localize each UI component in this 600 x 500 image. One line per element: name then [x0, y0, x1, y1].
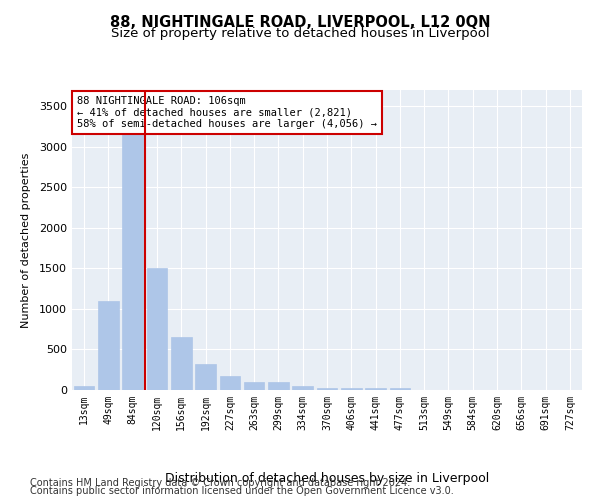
Text: Contains HM Land Registry data © Crown copyright and database right 2024.: Contains HM Land Registry data © Crown c… [30, 478, 410, 488]
Bar [292, 386, 313, 390]
Bar [146, 268, 167, 390]
X-axis label: Distribution of detached houses by size in Liverpool: Distribution of detached houses by size … [165, 472, 489, 485]
Bar [365, 388, 386, 390]
Bar [74, 386, 94, 390]
Bar [341, 388, 362, 390]
Text: 88, NIGHTINGALE ROAD, LIVERPOOL, L12 0QN: 88, NIGHTINGALE ROAD, LIVERPOOL, L12 0QN [110, 15, 490, 30]
Bar [122, 114, 143, 390]
Bar [268, 382, 289, 390]
Bar [98, 301, 119, 390]
Bar [195, 364, 216, 390]
Bar [317, 388, 337, 390]
Text: 88 NIGHTINGALE ROAD: 106sqm
← 41% of detached houses are smaller (2,821)
58% of : 88 NIGHTINGALE ROAD: 106sqm ← 41% of det… [77, 96, 377, 129]
Text: Contains public sector information licensed under the Open Government Licence v3: Contains public sector information licen… [30, 486, 454, 496]
Bar [244, 382, 265, 390]
Text: Size of property relative to detached houses in Liverpool: Size of property relative to detached ho… [110, 28, 490, 40]
Bar [171, 338, 191, 390]
Bar [389, 388, 410, 390]
Bar [220, 376, 240, 390]
Y-axis label: Number of detached properties: Number of detached properties [20, 152, 31, 328]
